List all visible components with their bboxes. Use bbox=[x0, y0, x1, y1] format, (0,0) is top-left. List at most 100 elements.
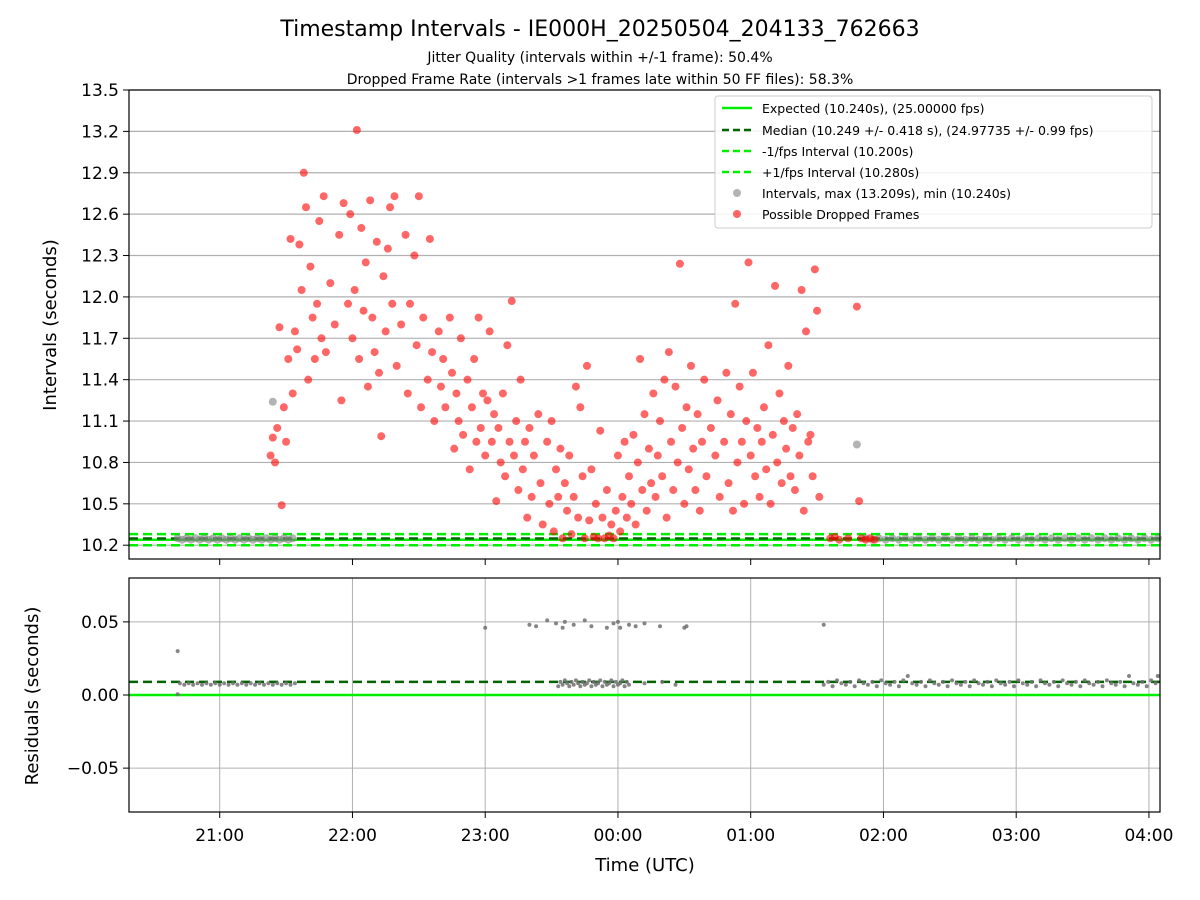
dropped-frame-point bbox=[505, 437, 514, 446]
interval-point bbox=[1047, 534, 1056, 543]
dropped-frame-point bbox=[633, 458, 642, 467]
dropped-frame-point bbox=[339, 199, 348, 208]
dropped-frame-point bbox=[625, 472, 634, 481]
dropped-frame-point bbox=[711, 451, 720, 460]
dropped-frame-point bbox=[622, 513, 631, 522]
interval-point bbox=[1027, 535, 1036, 544]
dropped-frame-point bbox=[512, 417, 521, 426]
dropped-frame-point bbox=[543, 437, 552, 446]
residual-point bbox=[657, 624, 662, 629]
legend-swatch-dropped-frames bbox=[733, 210, 741, 218]
residual-point bbox=[611, 621, 616, 626]
dropped-frame-point bbox=[330, 320, 339, 329]
dropped-frame-point bbox=[764, 341, 773, 350]
dropped-frame-point bbox=[808, 472, 817, 481]
top-plot-frame bbox=[128, 89, 1161, 560]
residual-point bbox=[848, 679, 853, 684]
dropped-frame-point bbox=[759, 403, 768, 412]
bottom-y-axis-label: Residuals (seconds) bbox=[22, 607, 43, 786]
dropped-frame-point bbox=[372, 237, 381, 246]
residual-point bbox=[571, 682, 576, 687]
dropped-frame-point bbox=[290, 327, 299, 336]
x-tick-label: 23:00 bbox=[461, 826, 510, 846]
dropped-frame-point bbox=[456, 334, 465, 343]
residual-point bbox=[1034, 684, 1039, 689]
dropped-frame-point bbox=[293, 345, 302, 354]
dropped-frame-point bbox=[423, 375, 432, 384]
residual-point bbox=[1113, 682, 1118, 687]
residual-point bbox=[589, 624, 594, 629]
residual-point bbox=[270, 682, 275, 687]
dropped-frame-point bbox=[414, 192, 423, 201]
top-y-tick-label: 12.6 bbox=[81, 205, 119, 225]
legend-swatch-intervals bbox=[733, 189, 741, 197]
dropped-frame-point bbox=[478, 389, 487, 398]
residual-point bbox=[288, 682, 293, 687]
legend-label-minus-interval: -1/fps Interval (10.200s) bbox=[762, 144, 913, 159]
interval-point bbox=[1140, 534, 1149, 543]
residual-point bbox=[857, 678, 862, 683]
residual-point bbox=[998, 681, 1003, 686]
residual-point bbox=[883, 681, 888, 686]
interval-point bbox=[888, 534, 897, 543]
dropped-frame-point bbox=[689, 444, 698, 453]
dropped-frame-point bbox=[671, 382, 680, 391]
dropped-frame-point bbox=[483, 396, 492, 405]
dropped-frame-point bbox=[673, 458, 682, 467]
residual-point bbox=[565, 681, 570, 686]
dropped-frame-point bbox=[715, 492, 724, 501]
interval-point bbox=[1021, 534, 1030, 543]
top-plot-x-tick-marks bbox=[219, 559, 1150, 565]
interval-point bbox=[961, 535, 970, 544]
residual-point bbox=[892, 679, 897, 684]
residual-point bbox=[571, 622, 576, 627]
residual-point bbox=[596, 681, 601, 686]
dropped-frame-point bbox=[459, 430, 468, 439]
residual-point bbox=[279, 682, 284, 687]
residual-point bbox=[569, 679, 574, 684]
residual-point bbox=[642, 621, 647, 626]
interval-point bbox=[1074, 534, 1083, 543]
residual-point bbox=[919, 679, 924, 684]
residual-point bbox=[1109, 681, 1114, 686]
residual-point bbox=[1100, 684, 1105, 689]
legend: Expected (10.240s), (25.00000 fps) Media… bbox=[714, 95, 1153, 229]
dropped-frame-point bbox=[498, 389, 507, 398]
dropped-frame-point bbox=[580, 534, 589, 543]
residual-point bbox=[576, 681, 581, 686]
dropped-frame-point bbox=[271, 458, 280, 467]
interval-point bbox=[894, 535, 903, 544]
dropped-frame-point bbox=[485, 327, 494, 336]
residual-point bbox=[834, 678, 839, 683]
residual-point bbox=[175, 692, 180, 697]
residual-point bbox=[244, 682, 249, 687]
dropped-frame-point bbox=[448, 368, 457, 377]
residual-point bbox=[967, 684, 972, 689]
residual-point bbox=[1011, 684, 1016, 689]
dropped-frame-point bbox=[377, 432, 386, 441]
dropped-frame-point bbox=[726, 410, 735, 419]
dropped-frame-point bbox=[806, 430, 815, 439]
interval-point bbox=[967, 534, 976, 543]
dropped-frame-point bbox=[452, 389, 461, 398]
residual-point bbox=[821, 622, 826, 627]
dropped-frame-point bbox=[481, 451, 490, 460]
residual-point bbox=[941, 679, 946, 684]
residual-point bbox=[861, 681, 866, 686]
dropped-frame-point bbox=[664, 348, 673, 357]
bottom-y-tick-label: 0.05 bbox=[81, 613, 119, 633]
interval-point bbox=[1060, 534, 1069, 543]
dropped-frame-point bbox=[560, 479, 569, 488]
top-y-tick-label: 10.8 bbox=[81, 453, 119, 473]
residual-point bbox=[191, 682, 196, 687]
residual-point bbox=[989, 684, 994, 689]
residual-point bbox=[1060, 678, 1065, 683]
residual-point bbox=[673, 682, 678, 687]
dropped-frame-point bbox=[361, 258, 370, 267]
dropped-frame-point bbox=[476, 423, 485, 432]
interval-point bbox=[1054, 535, 1063, 544]
residual-point bbox=[660, 679, 665, 684]
dropped-frame-point bbox=[782, 444, 791, 453]
residual-point bbox=[1038, 678, 1043, 683]
residual-point bbox=[275, 681, 280, 686]
